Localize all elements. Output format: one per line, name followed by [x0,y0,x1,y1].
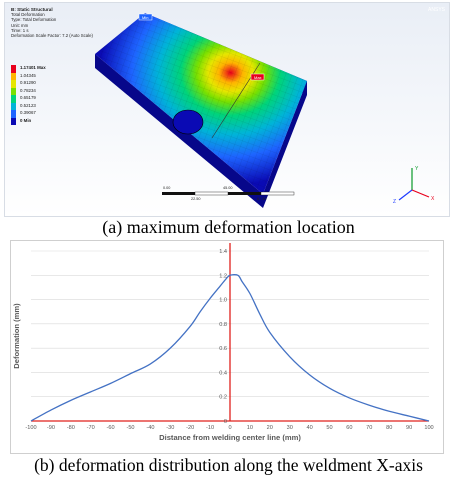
legend-label: 0.65179 [20,95,36,100]
min-marker [138,13,153,21]
legend-label: 1.17401 Max [20,65,46,70]
reference-lines [31,243,429,422]
y-axis-title: Deformation (mm) [12,303,21,369]
triad-x-label: X [431,196,435,202]
fea-deformation-image: Y X Z Max Min B: Static Structural Total… [4,2,450,217]
scale-bar-label-2: 45.00 [223,186,233,190]
plate-mesh [95,13,307,194]
x-tick-label: -90 [47,425,55,431]
y-tick-label: 0.2 [219,395,227,401]
x-tick-label: -70 [87,425,95,431]
y-tick-label: 0.6 [219,346,227,352]
chart-svg: 00.20.40.60.81.01.21.4 -100 -90 -80 -70 -60-… [12,243,434,442]
max-marker [250,73,265,81]
x-tick-label: 30 [287,425,293,431]
legend-swatch [11,80,16,88]
x-tick-label: -80 [67,425,75,431]
x-tick-label: -30 [166,425,174,431]
y-tick-label: 1.0 [219,298,227,304]
x-tick-label: -60 [107,425,115,431]
deformation-chart: 0 0.2 0.4 0.6 0.8 1.0 1.2 1.4 -100 -90 -80 -70 -60-… [10,240,444,454]
scale-bar-label-3: 67.50 [257,197,267,201]
scale-bar-seg-2 [194,191,229,196]
legend-entry: 1.04345 [11,72,71,80]
fea-model-view: Y X Z Max Min [95,13,435,208]
legend-line-4: Unit: mm [11,22,29,28]
legend-label: 0.91290 [20,80,36,85]
y-tick-label: 0 [224,419,227,425]
legend-entry: 0.78234 [11,87,71,95]
x-tick-label: -10 [206,425,214,431]
legend-entry: 0.65179 [11,95,71,103]
legend-swatch [11,65,16,73]
x-axis-title: Distance from welding center line (mm) [159,433,301,442]
legend-line-6: Deformation Scale Factor: 7.2 (Auto Scal… [11,33,93,39]
legend-label: 1.04345 [20,72,36,78]
series-layer [30,274,430,422]
legend-swatch [11,110,16,118]
legend-line-5: Time: 1 s [11,27,29,33]
legend-entry: 0.91290 [11,80,71,88]
legend-label: 0.78234 [20,87,36,93]
legend-line-2: Total Deformation [11,12,45,18]
vendor-logo: ANSYS [428,7,445,13]
y-tick-label: 1.2 [219,273,227,279]
triad-y-label: Y [415,166,419,172]
legend-label: 0.52123 [20,102,36,108]
y-tick-labels: 0 0.2 0.4 0.6 0.8 1.0 1.2 1.4 [219,249,227,425]
x-tick-labels: -100 -90 -80 -70 -60 -50 -40 -30 -20 -10 0 10 20 30 40… [25,425,433,431]
min-marker-label: Min [142,15,148,20]
legend-swatch [11,95,16,103]
y-tick-label: 1.4 [219,249,227,255]
result-legend-header: B: Static Structural Total Deformation T… [11,7,93,38]
x-tick-label: 10 [247,425,253,431]
legend-entry: 1.17401 Max [11,65,71,73]
scale-bar-label-0: 0.00 [163,186,171,190]
x-tick-label: 50 [326,425,332,431]
x-tick-label: -50 [126,425,134,431]
caption-a: (a) maximum deformation location [102,217,355,237]
legend-label: 0.39067 [20,110,36,115]
x-tick-label: 20 [267,425,273,431]
y-tick-label: 0.4 [219,370,227,376]
triad-z-label: Z [393,199,396,205]
triad-z-axis [398,189,413,201]
legend-swatch [11,72,16,80]
scale-bar-label-1: 22.50 [191,197,201,201]
max-marker-label: Max [254,75,262,80]
legend-line-3: Type: Total Deformation [11,17,57,23]
triad-x-axis [411,189,430,198]
caption-b: (b) deformation distribution along the w… [34,455,423,475]
legend-label: 0 Min [20,117,32,123]
x-tick-label: 0 [228,425,231,431]
x-tick-label: 100 [424,425,433,431]
x-tick-label: 60 [346,425,352,431]
x-tick-label: -100 [25,425,36,431]
x-tick-label: 90 [406,425,412,431]
legend-swatch [11,87,16,95]
x-tick-label: 40 [306,425,312,431]
x-tick-label: -40 [146,425,154,431]
deformation-series-line [30,274,430,422]
legend-swatch [11,117,16,125]
scale-bar-seg-1 [162,192,195,195]
legend-entry: 0.52123 [11,102,71,110]
x-tick-label: 80 [386,425,392,431]
legend-swatch [11,102,16,110]
legend-entry: 0.39067 [11,110,71,118]
legend-entry: 0 Min [11,117,71,125]
legend-line-1: B: Static Structural [11,7,53,12]
y-tick-label: 0.8 [219,322,227,328]
scale-bar-seg-3 [228,192,261,195]
x-tick-label: 70 [366,425,372,431]
color-legend: 1.17401 Max 1.04345 0.91290 0.78234 0.65179 0… [11,65,71,125]
plate-hole [172,109,204,135]
x-tick-label: -20 [186,425,194,431]
scale-bar-seg-4 [260,191,295,196]
